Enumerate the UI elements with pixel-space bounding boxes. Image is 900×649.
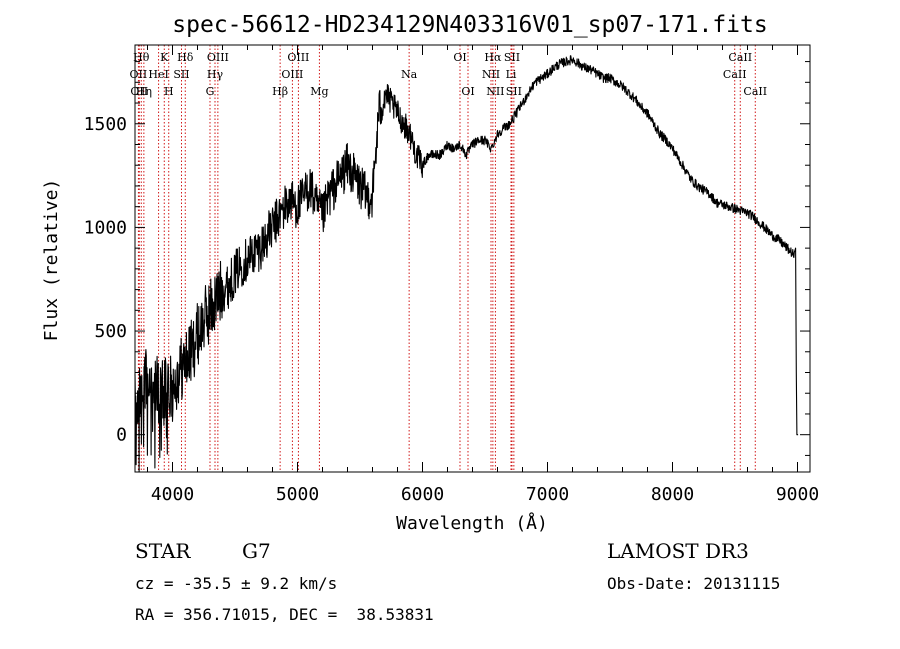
x-tick-label: 9000 bbox=[776, 484, 819, 505]
line-label: NII bbox=[486, 85, 504, 98]
line-label: Li bbox=[506, 68, 517, 81]
x-tick-label: 4000 bbox=[151, 484, 194, 505]
redshift-velocity: cz = -35.5 ± 9.2 km/s bbox=[135, 574, 337, 593]
line-label: Hβ bbox=[272, 85, 288, 98]
line-label: SII bbox=[506, 85, 522, 98]
y-tick-label: 0 bbox=[116, 425, 127, 446]
object-subclass: G7 bbox=[242, 539, 271, 563]
line-label: Hα bbox=[484, 51, 502, 64]
line-label: SII bbox=[173, 68, 189, 81]
line-label: Hγ bbox=[207, 68, 224, 81]
line-label: OII bbox=[130, 68, 148, 81]
line-label: Hη bbox=[136, 85, 152, 98]
x-tick-label: 8000 bbox=[651, 484, 694, 505]
spectral-line-labels: OIIOIIHθHηHeIKHSIIHδGHγOIIIHβOIIIOIIIMgN… bbox=[130, 51, 768, 98]
line-label: K bbox=[160, 51, 169, 64]
line-label: CaII bbox=[743, 85, 767, 98]
line-label: Na bbox=[401, 68, 418, 81]
x-axis: 4000 5000 6000 7000 8000 9000 bbox=[147, 45, 819, 505]
line-label: Hθ bbox=[133, 51, 150, 64]
y-axis-label: Flux (relative) bbox=[41, 179, 62, 342]
spectral-line-markers bbox=[137, 45, 756, 472]
line-label: Mg bbox=[310, 85, 328, 98]
line-label: Hδ bbox=[177, 51, 194, 64]
x-tick-label: 7000 bbox=[526, 484, 569, 505]
y-tick-label: 1000 bbox=[84, 217, 127, 238]
observation-date: Obs-Date: 20131115 bbox=[607, 574, 780, 593]
chart-title: spec-56612-HD234129N403316V01_sp07-171.f… bbox=[172, 12, 767, 38]
line-label: OIII bbox=[287, 51, 309, 64]
x-tick-label: 6000 bbox=[401, 484, 444, 505]
line-label: CaII bbox=[723, 68, 747, 81]
spectrum-line bbox=[134, 55, 799, 473]
line-label: H bbox=[164, 85, 174, 98]
line-label: SII bbox=[504, 51, 520, 64]
line-label: CaII bbox=[728, 51, 752, 64]
y-axis: 0 500 1000 1500 bbox=[84, 61, 810, 456]
ra-dec-coordinates: RA = 356.71015, DEC = 38.53831 bbox=[135, 605, 434, 624]
line-label: HeI bbox=[148, 68, 168, 81]
y-tick-label: 500 bbox=[94, 321, 127, 342]
line-label: NII bbox=[482, 68, 500, 81]
line-label: G bbox=[206, 85, 215, 98]
survey-name: LAMOST DR3 bbox=[607, 539, 749, 563]
line-label: OIII bbox=[281, 68, 303, 81]
object-class: STAR bbox=[135, 539, 191, 563]
x-tick-label: 5000 bbox=[276, 484, 319, 505]
y-tick-label: 1500 bbox=[84, 114, 127, 135]
line-label: OI bbox=[453, 51, 466, 64]
line-label: OI bbox=[461, 85, 474, 98]
line-label: OIII bbox=[207, 51, 229, 64]
x-axis-label: Wavelength (Å) bbox=[396, 512, 548, 534]
